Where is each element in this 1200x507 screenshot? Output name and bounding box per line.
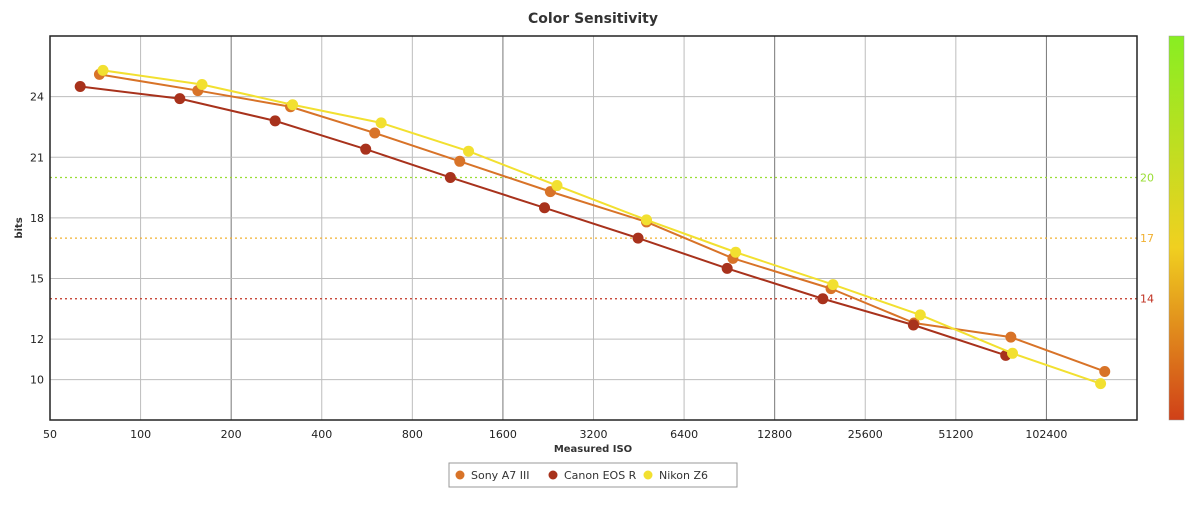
plot-area-frame	[49, 35, 1138, 421]
data-point	[817, 293, 829, 305]
series-line	[102, 69, 1101, 385]
data-point	[174, 93, 186, 105]
y-tick-label: 12	[30, 333, 44, 346]
reference-lines: 20 17 14	[50, 171, 1154, 306]
data-point	[74, 81, 86, 93]
data-point	[360, 143, 372, 155]
legend-label: Nikon Z6	[659, 469, 708, 482]
chart-title: Color Sensitivity	[528, 11, 658, 27]
x-axis-ticks: 50 100 200 400 800 1600 3200 6400 12800 25600 5120…	[43, 428, 1067, 441]
x-tick-label: 102400	[1025, 428, 1067, 441]
y-tick-label: 10	[30, 374, 44, 387]
y-tick-label: 18	[30, 212, 44, 225]
data-point	[1005, 331, 1017, 343]
x-tick-label: 50	[43, 428, 57, 441]
x-tick-label: 400	[311, 428, 332, 441]
x-tick-label: 200	[221, 428, 242, 441]
reference-label: 17	[1140, 232, 1154, 245]
data-point	[97, 64, 109, 76]
y-axis-title: bits	[14, 217, 25, 238]
legend-marker	[455, 470, 465, 480]
data-point	[632, 232, 644, 244]
data-point	[730, 246, 742, 258]
y-tick-label: 15	[30, 273, 44, 286]
data-point	[827, 279, 839, 291]
y-axis-ticks: 10 12 15 18 21 24	[30, 91, 44, 387]
data-point	[196, 79, 208, 91]
x-tick-label: 6400	[670, 428, 698, 441]
data-point	[907, 319, 919, 331]
y-tick-label: 24	[30, 91, 44, 104]
legend: Sony A7 III Canon EOS R Nikon Z6	[448, 462, 738, 488]
x-axis-title: Measured ISO	[554, 444, 632, 455]
data-point	[444, 171, 456, 183]
legend-label: Sony A7 III	[471, 469, 529, 482]
legend-label: Canon EOS R	[564, 469, 637, 482]
data-point	[539, 202, 551, 214]
data-point	[1099, 365, 1111, 377]
data-point	[269, 115, 281, 127]
data-point	[1007, 347, 1019, 359]
series-line	[99, 73, 1106, 373]
data-point	[551, 180, 563, 192]
data-point	[914, 309, 926, 321]
legend-marker	[643, 470, 653, 480]
x-tick-label: 3200	[580, 428, 608, 441]
data-point	[287, 99, 299, 111]
data-point	[375, 117, 387, 129]
x-tick-label: 51200	[938, 428, 973, 441]
legend-marker	[548, 470, 558, 480]
reference-label: 14	[1140, 293, 1154, 306]
reference-label: 20	[1140, 171, 1154, 184]
data-point	[1095, 378, 1107, 390]
series-lines	[74, 64, 1111, 390]
series-line	[80, 85, 1007, 357]
y-tick-label: 21	[30, 151, 44, 164]
data-point	[454, 155, 466, 167]
x-tick-label: 800	[402, 428, 423, 441]
data-point	[640, 214, 652, 226]
data-point	[369, 127, 381, 139]
data-point	[463, 145, 475, 157]
x-tick-label: 100	[130, 428, 151, 441]
data-point	[721, 262, 733, 274]
legend-box	[448, 462, 738, 488]
x-tick-label: 1600	[489, 428, 517, 441]
x-tick-label: 12800	[757, 428, 792, 441]
color-scale-bar	[1168, 35, 1185, 421]
x-tick-label: 25600	[848, 428, 883, 441]
